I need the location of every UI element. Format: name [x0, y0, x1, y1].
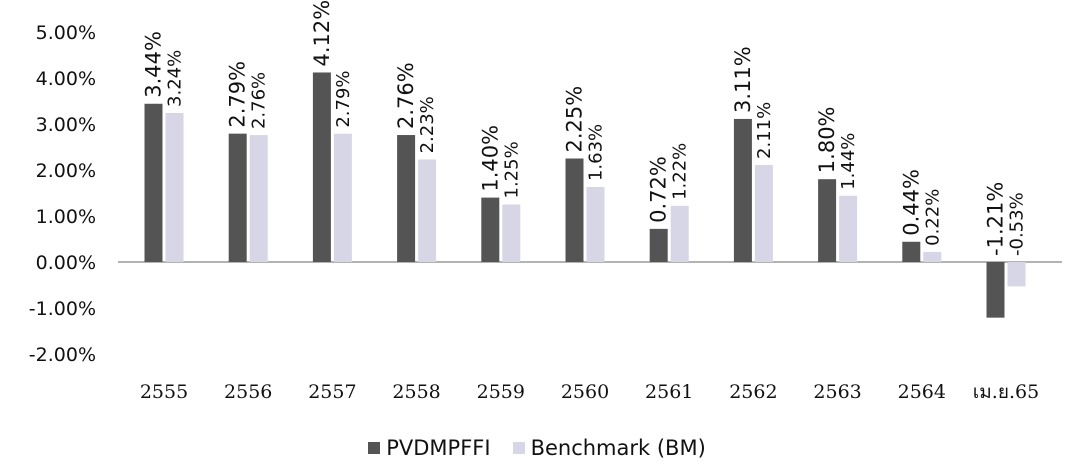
y-tick-label: 2.00%	[36, 160, 96, 182]
data-label-benchmark: 1.44%	[838, 133, 859, 190]
data-label-benchmark: 2.11%	[754, 102, 775, 159]
bar-benchmark	[502, 204, 521, 262]
x-tick-label: เม.ย.65	[973, 381, 1039, 403]
legend-label-pvdmpffi: PVDMPFFI	[386, 436, 491, 460]
x-tick-label: 2561	[645, 381, 693, 403]
x-tick-label: 2564	[898, 381, 946, 403]
data-label-benchmark: 2.76%	[249, 72, 270, 129]
bar-benchmark	[923, 251, 942, 262]
bar-benchmark	[754, 164, 773, 262]
bar-benchmark	[165, 112, 184, 263]
x-tick-label: 2560	[561, 381, 609, 403]
data-label-pvdmpffi: 3.11%	[731, 46, 755, 113]
bar-pvdmpffi	[481, 197, 500, 262]
x-tick-label: 2556	[224, 381, 272, 403]
bar-benchmark	[586, 187, 605, 262]
bar-benchmark	[333, 133, 352, 262]
x-tick-label: 2563	[813, 381, 861, 403]
data-label-benchmark: -0.53%	[1007, 192, 1028, 256]
y-tick-label: 3.00%	[36, 114, 96, 136]
legend: PVDMPFFI Benchmark (BM)	[0, 436, 1074, 460]
data-label-pvdmpffi: 2.76%	[394, 62, 418, 129]
x-tick-label: 2558	[392, 381, 440, 403]
bar-pvdmpffi	[397, 135, 416, 262]
x-tick-label: 2557	[308, 381, 356, 403]
data-label-pvdmpffi: 2.25%	[563, 86, 587, 153]
x-axis: 2555 2556 2557 2558 2559 2560 2561 2562 2563 2564…	[140, 381, 1039, 403]
y-axis: -2.00% -1.00% 0.00% 1.00% 2.00% 3.00% 4.00% 5.0…	[29, 22, 96, 366]
data-label-benchmark: 1.22%	[670, 143, 691, 200]
y-tick-label: 1.00%	[36, 206, 96, 228]
bar-benchmark	[670, 205, 689, 262]
legend-swatch-benchmark	[512, 442, 525, 454]
data-label-benchmark: 2.23%	[417, 96, 438, 153]
data-label-pvdmpffi: 0.72%	[647, 156, 671, 223]
bar-pvdmpffi	[649, 228, 668, 262]
bar-pvdmpffi	[902, 241, 921, 262]
bar-pvdmpffi	[312, 72, 331, 262]
y-tick-label: -1.00%	[29, 298, 96, 320]
data-label-pvdmpffi: -1.21%	[984, 182, 1008, 256]
x-tick-label: 2559	[477, 381, 525, 403]
legend-swatch-pvdmpffi	[368, 442, 381, 454]
y-tick-label: -2.00%	[29, 344, 96, 366]
legend-label-benchmark: Benchmark (BM)	[530, 436, 706, 460]
legend-item-benchmark: Benchmark (BM)	[512, 436, 706, 460]
bar-pvdmpffi	[818, 179, 837, 262]
bar-pvdmpffi	[565, 158, 584, 262]
bar-benchmark	[1007, 262, 1026, 287]
data-label-benchmark: 2.79%	[333, 70, 354, 127]
data-label-pvdmpffi: 1.40%	[478, 125, 502, 192]
data-labels-group: 3.44% 3.24% 2.79% 2.76%4.12%2.79% 2.76% 2.23%…	[142, 0, 1028, 256]
bar-pvdmpffi	[144, 103, 163, 262]
data-label-pvdmpffi: 1.80%	[815, 106, 839, 173]
data-label-benchmark: 3.24%	[165, 50, 186, 107]
bar-pvdmpffi	[228, 133, 247, 262]
bars-group	[144, 72, 1026, 318]
bar-benchmark	[249, 135, 268, 262]
data-label-benchmark: 1.63%	[586, 124, 607, 181]
data-label-pvdmpffi: 2.79%	[226, 61, 250, 128]
data-label-pvdmpffi: 0.44%	[899, 169, 923, 236]
x-tick-label: 2562	[729, 381, 777, 403]
bar-pvdmpffi	[986, 262, 1005, 318]
data-label-benchmark: 0.22%	[922, 189, 943, 246]
y-tick-label: 0.00%	[36, 252, 96, 274]
bar-benchmark	[418, 159, 437, 262]
bar-benchmark	[839, 195, 858, 262]
data-label-benchmark: 1.25%	[501, 141, 522, 198]
legend-item-pvdmpffi: PVDMPFFI	[368, 436, 491, 460]
y-tick-label: 5.00%	[36, 22, 96, 44]
x-tick-label: 2555	[140, 381, 188, 403]
bar-chart: -2.00% -1.00% 0.00% 1.00% 2.00% 3.00% 4.00% 5.0…	[29, 0, 1062, 403]
data-label-pvdmpffi: 3.44%	[142, 31, 166, 98]
y-tick-label: 4.00%	[36, 68, 96, 90]
bar-pvdmpffi	[733, 118, 752, 262]
data-label-pvdmpffi: 4.12%	[310, 0, 334, 66]
